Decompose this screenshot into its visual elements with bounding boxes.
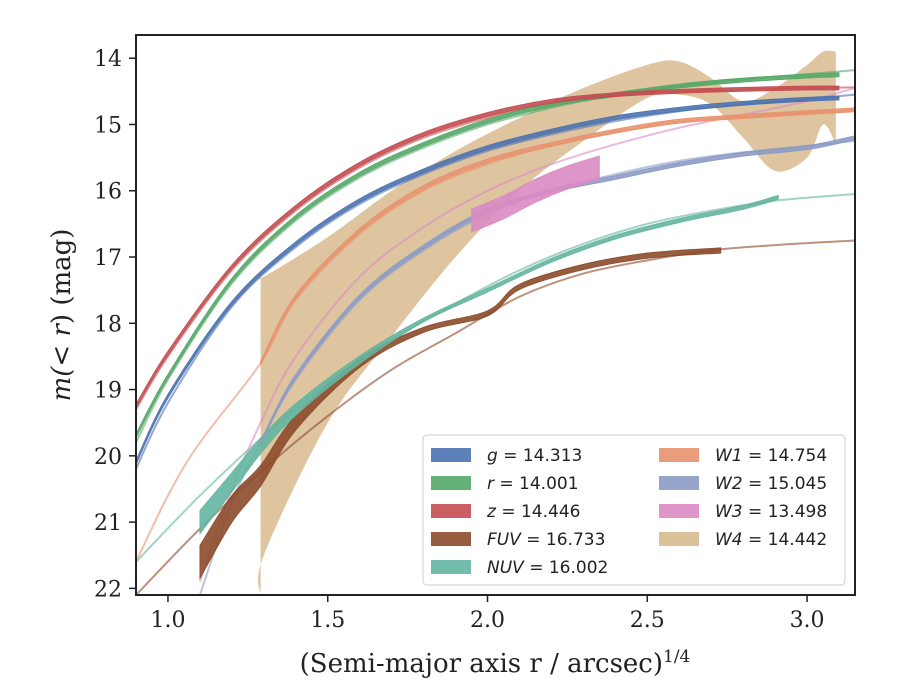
y-tick-label: 21 (94, 511, 122, 536)
y-tick-label: 18 (94, 312, 122, 337)
x-tick-label: 2.0 (470, 608, 505, 633)
axis-ticks: 1.0 1.5 2.0 2.5 3.0 14 15 16 17 18 19 20 21 22 (94, 47, 825, 633)
y-tick-label: 14 (94, 47, 122, 72)
y-tick-label: 19 (94, 379, 122, 404)
legend-swatch-g (431, 448, 471, 462)
legend-label-z: z = 14.446 (486, 502, 580, 522)
legend: g = 14.313 r = 14.001 z = 14.446 FUV = 16.7… (422, 434, 846, 586)
plot-area (136, 50, 855, 595)
x-axis-label-main: (Semi-major axis r / arcsec) (300, 649, 663, 679)
series-band-w2 (260, 135, 855, 445)
series-band-nuv (199, 194, 779, 535)
x-tick-label: 3.0 (790, 608, 825, 633)
y-axis-label: m(< r) (mag) (47, 229, 77, 402)
y-axis-label-var: r (47, 323, 77, 337)
series-band-g (136, 95, 840, 465)
x-tick-label: 2.5 (630, 608, 665, 633)
x-axis-label-superscript: 1/4 (663, 647, 690, 667)
series-area-w4 (258, 50, 836, 595)
legend-label-nuv: NUV = 16.002 (487, 558, 608, 578)
y-axis-label-pre: m(< (47, 337, 77, 402)
y-axis-label-post: ) (mag) (47, 229, 77, 325)
legend-label-w1: W1 = 14.754 (715, 446, 827, 466)
x-tick-label: 1.5 (310, 608, 345, 633)
legend-label-fuv: FUV = 16.733 (487, 530, 605, 550)
legend-label-w3: W3 = 13.498 (715, 502, 827, 522)
series-band-w3 (471, 155, 600, 233)
legend-label-w2: W2 = 15.045 (715, 474, 827, 494)
legend-swatch-r (431, 476, 471, 490)
legend-label-g: g = 14.313 (487, 446, 582, 466)
series-band-r (136, 72, 840, 439)
legend-swatch-w2 (659, 476, 699, 490)
legend-label-w4: W4 = 14.442 (715, 530, 827, 550)
legend-swatch-w1 (659, 448, 699, 462)
series-band-w1 (260, 107, 855, 366)
y-tick-label: 22 (94, 577, 122, 602)
legend-frame (422, 434, 846, 586)
legend-swatch-w4 (659, 532, 699, 546)
y-tick-label: 17 (94, 246, 122, 271)
x-tick-label: 1.0 (150, 608, 185, 633)
x-axis-label: (Semi-major axis r / arcsec)1/4 (300, 647, 691, 679)
legend-swatch-nuv (431, 560, 471, 574)
plot-frame (135, 34, 856, 596)
legend-label-r: r = 14.001 (487, 474, 579, 494)
y-tick-label: 15 (94, 113, 122, 138)
legend-swatch-z (431, 504, 471, 518)
legend-swatch-w3 (659, 504, 699, 518)
legend-swatch-fuv (431, 532, 471, 546)
series-band-z (136, 85, 840, 409)
y-tick-label: 20 (94, 445, 122, 470)
y-tick-label: 16 (94, 180, 122, 205)
